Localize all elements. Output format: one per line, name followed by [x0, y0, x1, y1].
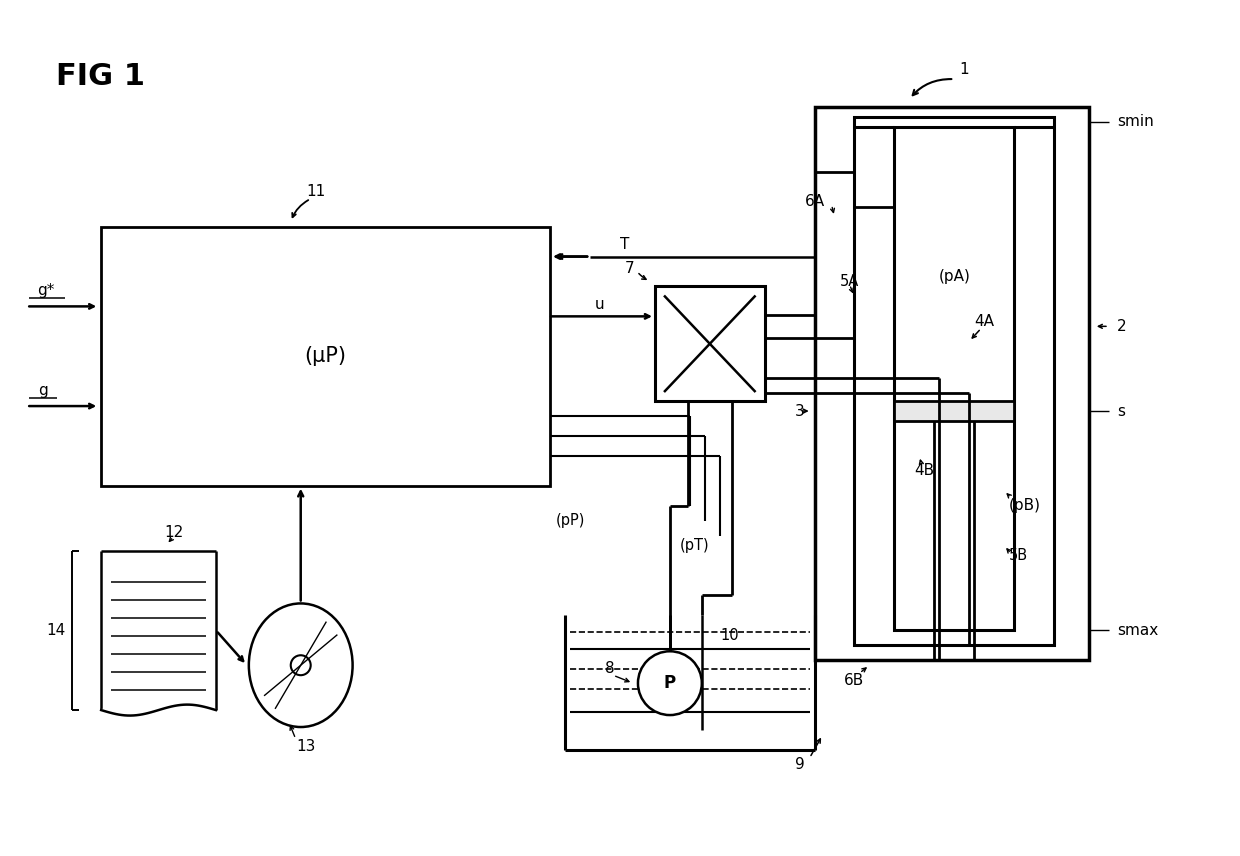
Text: 3: 3	[795, 403, 805, 419]
Text: 4A: 4A	[975, 314, 994, 329]
Text: 10: 10	[720, 628, 739, 643]
Bar	[894, 401, 1014, 421]
Ellipse shape	[249, 603, 352, 727]
Text: 5A: 5A	[839, 274, 859, 289]
Text: smin: smin	[1117, 115, 1153, 129]
Text: 2: 2	[1117, 318, 1126, 334]
Text: 9: 9	[795, 758, 805, 772]
Bar	[815, 107, 1089, 660]
Text: 6B: 6B	[844, 673, 864, 687]
Text: FIG 1: FIG 1	[56, 62, 145, 92]
Text: P: P	[663, 675, 676, 693]
Text: g: g	[38, 383, 48, 398]
Circle shape	[290, 655, 311, 675]
Text: 4B: 4B	[914, 463, 935, 479]
Text: smax: smax	[1117, 623, 1158, 638]
Text: (pB): (pB)	[1009, 498, 1042, 514]
Bar	[894, 127, 1014, 630]
Bar	[854, 117, 1054, 645]
Text: 13: 13	[296, 740, 315, 754]
Text: (pA): (pA)	[939, 269, 970, 284]
Text: 11: 11	[306, 184, 325, 199]
Text: 7: 7	[625, 261, 635, 276]
Text: s: s	[1117, 403, 1125, 419]
Text: (μP): (μP)	[305, 346, 347, 366]
Text: 5B: 5B	[1009, 548, 1028, 563]
Bar	[655, 287, 765, 401]
Text: T: T	[620, 237, 630, 253]
Text: 1: 1	[960, 62, 968, 77]
Text: 8: 8	[605, 661, 615, 675]
Text: 12: 12	[164, 526, 184, 540]
Text: u: u	[595, 297, 605, 312]
Text: 6A: 6A	[805, 194, 825, 209]
Text: 14: 14	[47, 623, 66, 638]
Bar	[102, 227, 551, 486]
Text: (pP): (pP)	[556, 514, 585, 528]
Text: g*: g*	[37, 283, 55, 298]
Circle shape	[637, 651, 702, 715]
Text: (pT): (pT)	[680, 538, 709, 553]
